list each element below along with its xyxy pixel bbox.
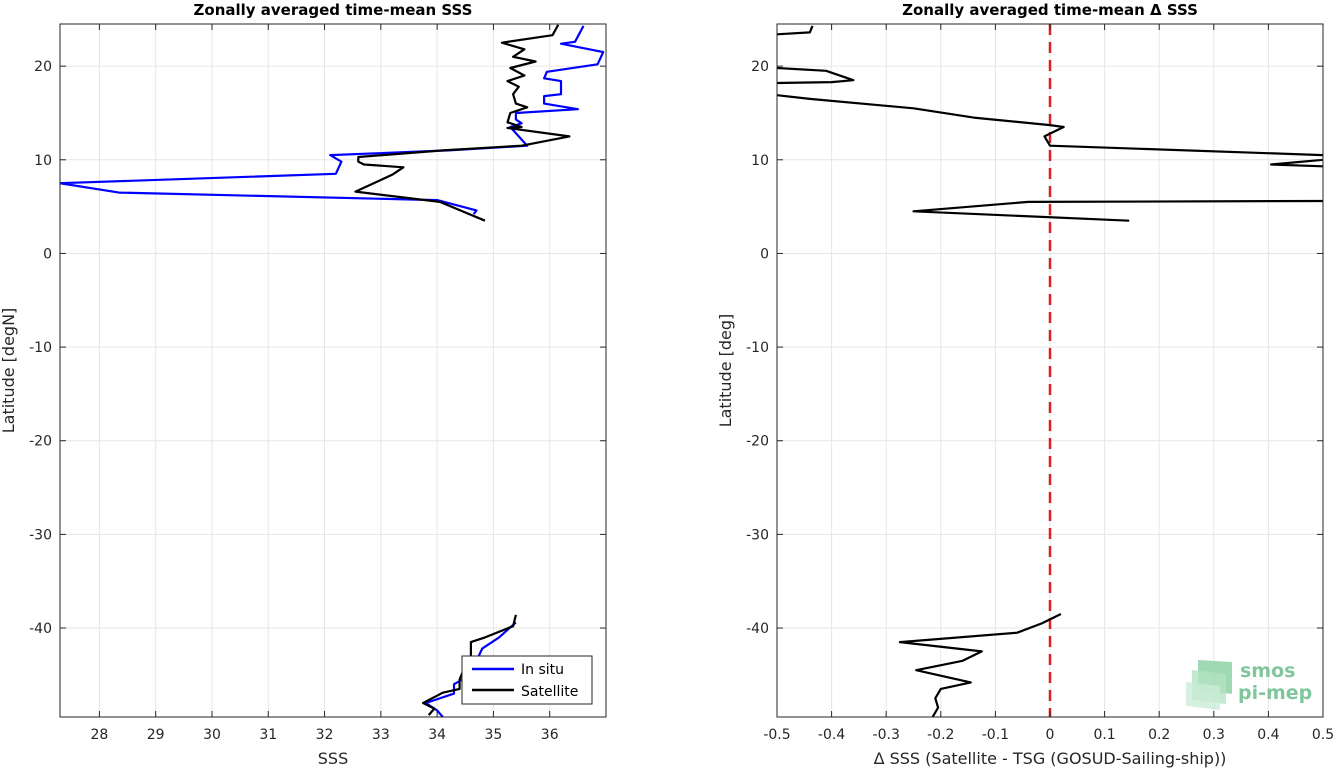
x-axis-label: SSS: [318, 749, 348, 768]
legend: In situ Satellite: [461, 655, 593, 705]
y-tick-label: -10: [746, 340, 769, 356]
x-tick-label: 28: [90, 727, 108, 743]
legend-label-in-situ: In situ: [521, 662, 564, 678]
x-axis-label: Δ SSS (Satellite - TSG (GOSUD-Sailing-sh…: [874, 749, 1227, 768]
x-tick-label: 35: [485, 727, 503, 743]
series-delta-sss-segment-5: [898, 613, 1062, 717]
logo-mark-icon: [1186, 660, 1232, 710]
legend-label-satellite: Satellite: [521, 684, 578, 700]
x-tick-label: -0.2: [927, 727, 954, 743]
smos-pi-mep-logo: smos pi-mep: [1186, 660, 1312, 710]
x-tick-label: -0.5: [763, 727, 790, 743]
y-tick-label: 20: [751, 59, 769, 75]
series-delta-sss-segment-1: [777, 66, 855, 85]
chart-title: Zonally averaged time-mean Δ SSS: [902, 1, 1198, 19]
x-tick-label: 0.1: [1093, 727, 1115, 743]
panel-sss: 28 29 30 31 32 33 34 35 36 20 10 0 -10 -20 -30 -40 Zonal…: [0, 1, 607, 768]
x-tick-label: 0: [1046, 727, 1055, 743]
y-tick-label: 10: [34, 153, 52, 169]
series-delta-sss-segment-4: [912, 199, 1323, 222]
x-tick-label: 31: [259, 727, 277, 743]
x-tick-label: 0.4: [1257, 727, 1279, 743]
y-tick-label: 0: [43, 246, 52, 262]
x-tick-label: 0.5: [1312, 727, 1334, 743]
logo-text-smos: smos: [1240, 660, 1295, 682]
x-tick-label: -0.1: [982, 727, 1009, 743]
y-axis-label: Latitude [deg]: [716, 314, 735, 428]
series-delta-sss-segment-0: [777, 25, 814, 36]
x-tick-label: 0.2: [1148, 727, 1170, 743]
x-tick-label: 29: [147, 727, 165, 743]
x-tick-label: 36: [541, 727, 559, 743]
x-tick-label: 34: [428, 727, 446, 743]
legend-box: [461, 655, 593, 705]
x-tick-label: 32: [316, 727, 334, 743]
x-tick-label: -0.3: [873, 727, 900, 743]
y-tick-label: 10: [751, 153, 769, 169]
y-tick-label: -20: [746, 434, 769, 450]
axes-frame: [59, 23, 607, 718]
x-tick-label: 30: [203, 727, 221, 743]
plot-area: [60, 24, 606, 717]
y-tick-label: -40: [29, 621, 52, 637]
series-delta-sss-segment-2: [777, 94, 1323, 157]
panel-delta-sss: -0.5 -0.4 -0.3 -0.2 -0.1 0 0.1 0.2 0.3 0.4 0.5 20 10…: [716, 1, 1334, 768]
logo-text-pi-mep: pi-mep: [1238, 682, 1312, 704]
y-tick-label: -20: [29, 434, 52, 450]
x-tick-label: -0.4: [818, 727, 845, 743]
x-tick-label: 33: [372, 727, 390, 743]
y-tick-label: 20: [34, 59, 52, 75]
series-in-situ-segment-0: [60, 25, 605, 215]
series-delta-sss-segment-3: [1269, 158, 1323, 168]
y-tick-label: -30: [746, 527, 769, 543]
y-axis-label: Latitude [degN]: [0, 308, 18, 434]
y-tick-label: -30: [29, 527, 52, 543]
y-tick-label: -40: [746, 621, 769, 637]
y-tick-label: -10: [29, 340, 52, 356]
series-satellite-segment-0: [354, 24, 571, 222]
x-tick-label: 0.3: [1203, 727, 1225, 743]
y-tick-label: 0: [760, 246, 769, 262]
chart-title: Zonally averaged time-mean SSS: [194, 1, 473, 19]
